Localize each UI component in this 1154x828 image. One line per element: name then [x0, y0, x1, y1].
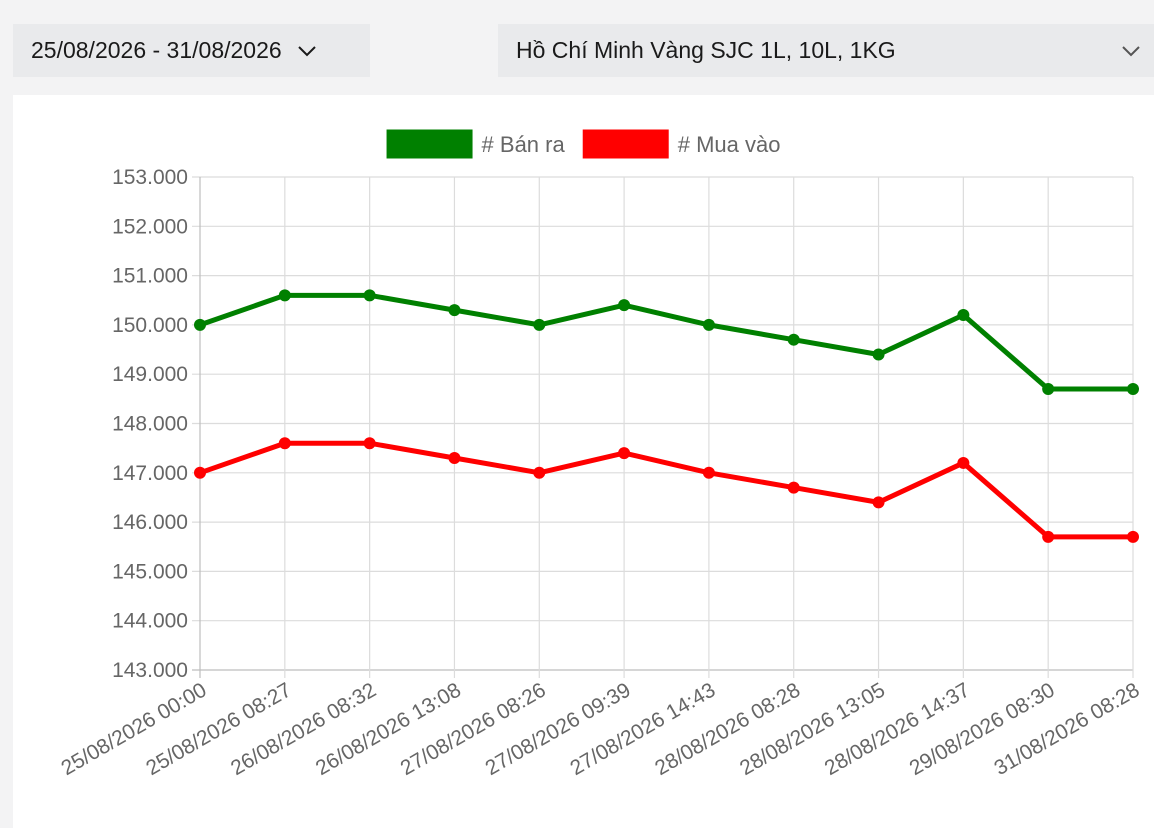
series-line-1 [199, 292, 1133, 392]
legend-swatch [386, 129, 473, 159]
chevron-down-icon [296, 40, 318, 62]
legend-item: # Mua vào [582, 129, 781, 159]
y-tick-label: 144.000 [112, 610, 188, 633]
x-tick-label: 27/08/2026 09:39 [481, 678, 634, 780]
data-point [1127, 382, 1139, 395]
data-point [1042, 530, 1055, 543]
y-tick-label: 148.000 [112, 413, 188, 436]
price-line-chart: 143.000 144.000 145.000 146.000 147.000 148.0… [57, 129, 1144, 780]
x-tick-label: 28/08/2026 13:05 [736, 678, 889, 780]
legend-label: # Bán ra [482, 132, 566, 157]
x-tick-label: 25/08/2026 00:00 [57, 678, 210, 780]
x-tick-label: 31/08/2026 08:28 [990, 678, 1143, 780]
y-tick-label: 146.000 [112, 511, 188, 534]
data-point [278, 437, 291, 450]
legend-item: # Bán ra [386, 129, 566, 159]
data-point [872, 496, 885, 509]
x-tick-label: 27/08/2026 08:26 [397, 678, 550, 780]
x-tick-label: 27/08/2026 14:43 [566, 678, 719, 780]
product-label: Hồ Chí Minh Vàng SJC 1L, 10L, 1KG [516, 37, 896, 63]
data-point [787, 333, 800, 346]
data-point [533, 318, 546, 331]
data-point [957, 309, 970, 322]
x-tick-label: 26/08/2026 08:32 [227, 678, 380, 780]
y-tick-label: 150.000 [112, 314, 188, 337]
x-tick-label: 28/08/2026 08:28 [651, 678, 804, 780]
data-point [957, 456, 970, 469]
data-point [872, 348, 885, 361]
chevron-down-icon [1120, 40, 1142, 62]
date-range-label: 25/08/2026 - 31/08/2026 [31, 37, 282, 63]
date-range-dropdown[interactable]: 25/08/2026 - 31/08/2026 [13, 24, 370, 77]
y-tick-label: 143.000 [112, 659, 188, 682]
x-tick-label: 25/08/2026 08:27 [142, 678, 295, 780]
data-point [702, 466, 715, 479]
legend-swatch [582, 129, 669, 159]
y-tick-label: 149.000 [112, 363, 188, 386]
data-point [702, 318, 715, 331]
x-tick-label: 26/08/2026 13:08 [312, 678, 465, 780]
y-tick-label: 147.000 [112, 462, 188, 485]
data-point [194, 318, 206, 331]
data-point [363, 289, 376, 302]
series-line-2 [199, 440, 1133, 540]
data-point [618, 299, 631, 312]
y-tick-label: 151.000 [112, 265, 188, 288]
data-point [363, 437, 376, 450]
data-point [448, 452, 461, 465]
legend-label: # Mua vào [678, 132, 781, 157]
chart-panel: 143.000 144.000 145.000 146.000 147.000 148.0… [13, 95, 1154, 828]
y-tick-label: 153.000 [112, 166, 188, 189]
data-point [278, 289, 291, 302]
data-point [618, 447, 631, 460]
data-point [1127, 530, 1139, 543]
x-tick-label: 28/08/2026 14:37 [821, 678, 974, 780]
y-tick-label: 152.000 [112, 215, 188, 238]
product-dropdown[interactable]: Hồ Chí Minh Vàng SJC 1L, 10L, 1KG [498, 24, 1154, 77]
data-point [1042, 382, 1055, 395]
data-point [194, 466, 206, 479]
y-tick-label: 145.000 [112, 560, 188, 583]
x-tick-label: 29/08/2026 08:30 [906, 678, 1059, 780]
data-point [448, 304, 461, 317]
data-point [787, 481, 800, 494]
data-point [533, 466, 546, 479]
